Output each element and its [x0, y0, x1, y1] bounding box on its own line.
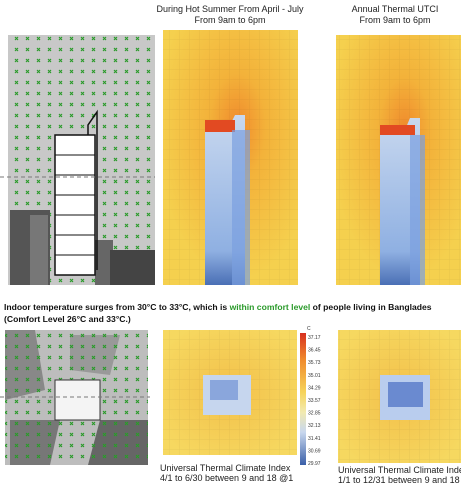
heatmap-annual — [336, 35, 461, 285]
legend-label: 29.97 — [308, 461, 321, 467]
section-drawing — [0, 35, 155, 285]
color-legend: C 37.17 36.45 35.73 35.01 34.29 33.57 32.85 32.… — [300, 326, 321, 467]
graphics: C 37.17 36.45 35.73 35.01 34.29 33.57 32.85 32.… — [0, 0, 461, 484]
panel-title: Annual Thermal UTCI — [330, 4, 460, 14]
heatmap-summer — [163, 30, 298, 285]
legend-unit: C — [307, 326, 311, 332]
heatmap-plan-annual — [338, 330, 461, 463]
panel-title: During Hot Summer From April - July — [150, 4, 310, 14]
plot-caption: Universal Thermal Climate Index — [160, 463, 290, 473]
heatmap-plan-summer — [163, 330, 297, 455]
caption-text: Indoor temperature surges from 30°C to 3… — [4, 302, 230, 312]
plan-drawing — [0, 330, 150, 465]
legend-label: 36.45 — [308, 348, 321, 354]
caption-highlight: within comfort level — [230, 302, 311, 312]
legend-label: 33.57 — [308, 398, 321, 404]
panel-subtitle: From 9am to 6pm — [330, 15, 460, 25]
legend-label: 30.69 — [308, 448, 321, 454]
legend-label: 35.01 — [308, 373, 321, 379]
plot-caption: 1/1 to 12/31 between 9 and 18 @ — [338, 475, 461, 484]
legend-label: 32.13 — [308, 423, 321, 429]
caption: Indoor temperature surges from 30°C to 3… — [4, 302, 432, 312]
legend-label: 34.29 — [308, 385, 321, 391]
legend-label: 32.85 — [308, 411, 321, 417]
caption-text: of people living in Banglades — [310, 302, 431, 312]
caption-line: (Comfort Level 26°C and 33°C.) — [4, 314, 131, 324]
legend-label: 37.17 — [308, 335, 321, 341]
plot-caption: Universal Thermal Climate Index — [338, 465, 461, 475]
panel-subtitle: From 9am to 6pm — [150, 15, 310, 25]
figure: C 37.17 36.45 35.73 35.01 34.29 33.57 32.85 32.… — [0, 0, 461, 484]
legend-label: 31.41 — [308, 436, 321, 442]
legend-label: 35.73 — [308, 360, 321, 366]
plot-caption: 4/1 to 6/30 between 9 and 18 @1 — [160, 473, 293, 483]
